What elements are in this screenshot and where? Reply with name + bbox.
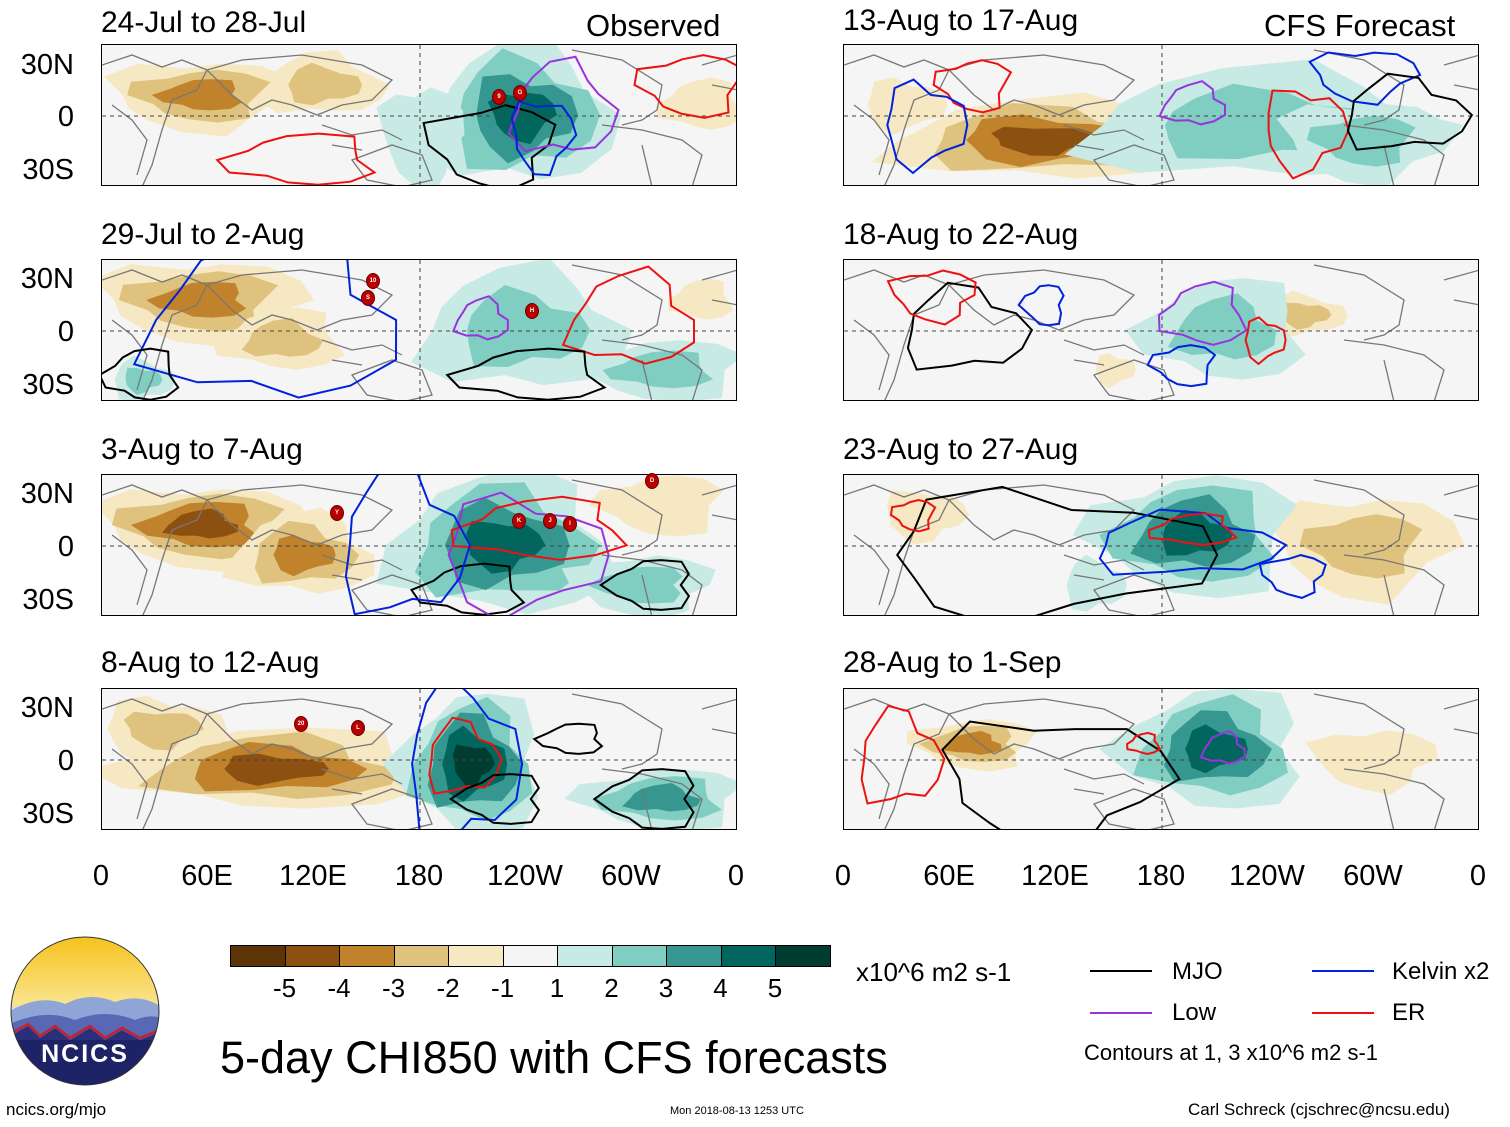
lon-label: 60E (923, 860, 975, 892)
colorbar-label: -3 (381, 973, 406, 1003)
map-panel-observed-3 (101, 474, 737, 616)
cyclone-marker: D (645, 473, 659, 489)
colorbar-label: 5 (767, 973, 783, 1003)
lat-0-2: 0 (57, 316, 74, 348)
footer-url: ncics.org/mjo (6, 1100, 107, 1119)
lat-30s-3: 30S (22, 584, 74, 616)
lon-label: 120E (279, 860, 347, 892)
colorbar-cell (611, 945, 667, 967)
lon-label: 120W (1229, 860, 1305, 892)
legend-label-low: Low (1172, 999, 1217, 1026)
panel-title-r3: 23-Aug to 27-Aug (843, 433, 1079, 466)
colorbar-label: 1 (549, 973, 565, 1003)
panel-title-r4: 28-Aug to 1-Sep (843, 646, 1062, 679)
map-panel-forecast-4 (843, 688, 1479, 830)
map-panel-observed-1 (101, 44, 737, 186)
legend-line-mjo (1090, 970, 1152, 972)
panel-title-r2: 18-Aug to 22-Aug (843, 218, 1079, 251)
colorbar-cell (502, 945, 558, 967)
lon-label: 60E (181, 860, 233, 892)
map-panel-forecast-1 (843, 44, 1479, 186)
colorbar-label: 2 (604, 973, 619, 1003)
lon-label: 60W (601, 860, 661, 892)
legend-line-low (1090, 1012, 1152, 1014)
lat-30n-3: 30N (20, 478, 74, 510)
footer-timestamp: Mon 2018-08-13 1253 UTC (670, 1105, 804, 1117)
map-panel-observed-2 (101, 259, 737, 401)
map-panel-observed-4 (101, 688, 737, 830)
lat-30n-2: 30N (20, 263, 74, 295)
panel-title-r1: 13-Aug to 17-Aug (843, 4, 1079, 37)
lon-label: 0 (834, 860, 852, 892)
colorbar-cell (720, 945, 776, 967)
cyclone-marker: I (563, 516, 577, 532)
observed-label: Observed (586, 8, 721, 43)
colorbar-cell (448, 945, 504, 967)
legend-note: Contours at 1, 3 x10^6 m2 s-1 (1084, 1040, 1379, 1065)
lat-30s-1: 30S (22, 154, 74, 186)
lat-30n-4: 30N (20, 692, 74, 724)
legend-label-kelvin: Kelvin x2 (1392, 958, 1490, 985)
lon-label: 0 (1469, 860, 1487, 892)
lat-30n-1: 30N (20, 49, 74, 81)
legend-line-kelvin (1312, 970, 1374, 972)
panel-title-l1: 24-Jul to 28-Jul (101, 6, 307, 39)
colorbar-cell (339, 945, 395, 967)
colorbar-cell (284, 945, 340, 967)
colorbar-label: -4 (327, 973, 351, 1003)
lat-0-3: 0 (57, 531, 74, 563)
colorbar-label: 4 (713, 973, 728, 1003)
colorbar-cell (557, 945, 613, 967)
cyclone-marker: K (512, 513, 526, 529)
panel-title-l4: 8-Aug to 12-Aug (101, 646, 320, 679)
legend-label-er: ER (1392, 999, 1426, 1026)
cyclone-marker: 9 (492, 89, 506, 105)
colorbar-label: -5 (272, 973, 297, 1003)
cyclone-marker: H (525, 303, 539, 319)
panel-title-l3: 3-Aug to 7-Aug (101, 433, 303, 466)
lon-label: 180 (394, 860, 444, 892)
colorbar-cell (230, 945, 286, 967)
colorbar-cell (666, 945, 722, 967)
colorbar-label: -1 (490, 973, 515, 1003)
main-title: 5-day CHI850 with CFS forecasts (220, 1032, 888, 1083)
lat-0-1: 0 (57, 101, 74, 133)
forecast-label: CFS Forecast (1264, 8, 1456, 43)
lon-label: 120E (1021, 860, 1089, 892)
map-panel-forecast-2 (843, 259, 1479, 401)
panel-title-l2: 29-Jul to 2-Aug (101, 218, 305, 251)
cyclone-marker: Y (330, 505, 344, 521)
footer-author: Carl Schreck (cjschrec@ncsu.edu) (1188, 1100, 1450, 1119)
logo-text: NCICS (41, 1040, 129, 1068)
lon-label: 60W (1343, 860, 1403, 892)
lon-label: 0 (92, 860, 110, 892)
lat-30s-2: 30S (22, 369, 74, 401)
lon-label: 0 (727, 860, 745, 892)
units-label: x10^6 m2 s-1 (856, 957, 1012, 987)
lon-label: 180 (1136, 860, 1186, 892)
cyclone-marker: J (543, 513, 557, 529)
lat-0-4: 0 (57, 745, 74, 777)
ncics-logo: NCICS (10, 936, 160, 1086)
cyclone-marker: 20 (294, 716, 308, 732)
colorbar-label: 3 (658, 973, 674, 1003)
cyclone-marker: L (351, 720, 365, 736)
lat-30s-4: 30S (22, 798, 74, 830)
colorbar-cell (775, 945, 831, 967)
cyclone-marker: 10 (366, 273, 380, 289)
cyclone-marker: G (513, 85, 527, 101)
cyclone-marker: S (361, 290, 375, 306)
legend-label-mjo: MJO (1172, 958, 1223, 985)
colorbar-cell (393, 945, 449, 967)
colorbar-label: -2 (436, 973, 460, 1003)
legend-line-er (1312, 1012, 1374, 1014)
map-panel-forecast-3 (843, 474, 1479, 616)
lon-label: 120W (487, 860, 563, 892)
